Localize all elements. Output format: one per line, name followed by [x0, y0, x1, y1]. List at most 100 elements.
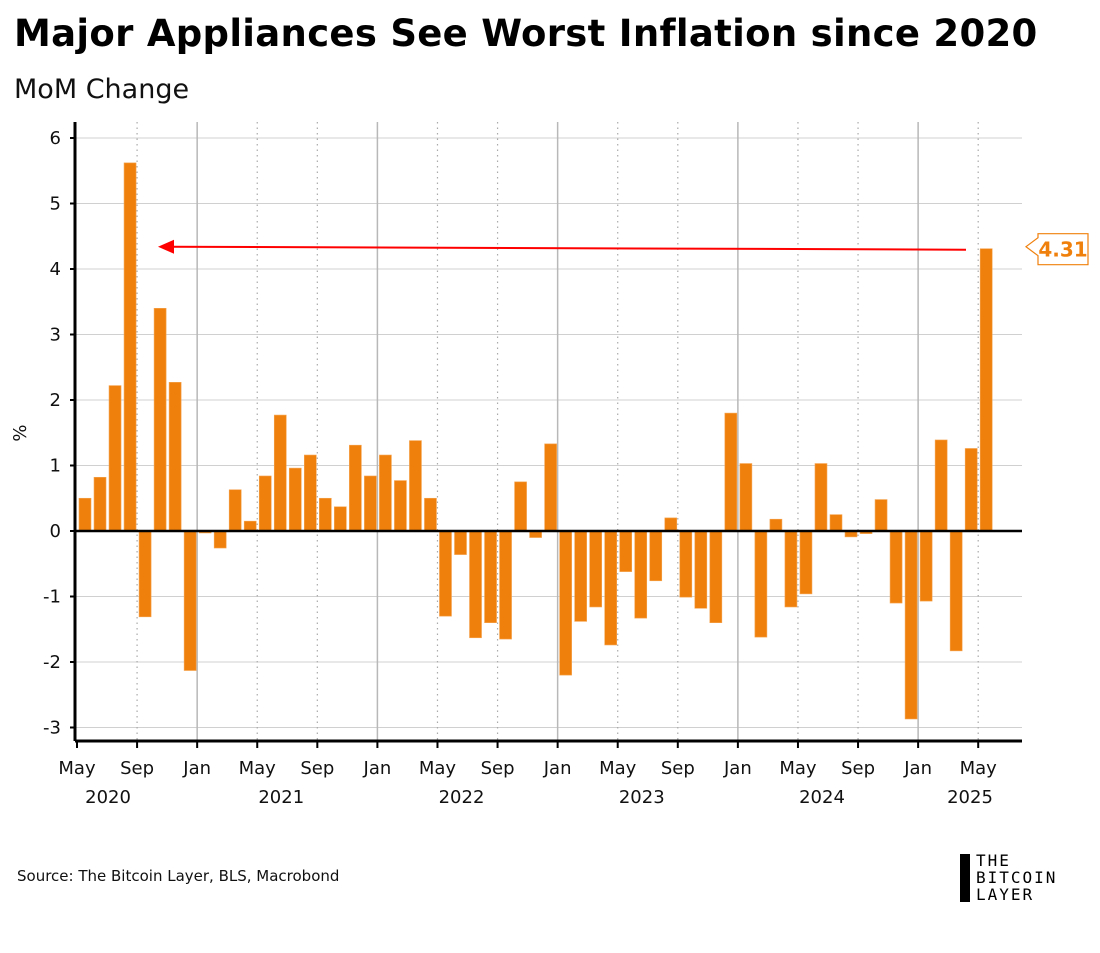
bar: [153, 307, 167, 532]
y-axis-label: %: [10, 424, 31, 441]
bar: [319, 497, 332, 532]
bar: [228, 489, 242, 532]
value-callout-box: [1025, 233, 1089, 266]
bar: [874, 499, 888, 532]
bar: [574, 530, 587, 622]
bar: [724, 412, 738, 532]
bar: [108, 385, 122, 532]
bar: [634, 530, 648, 619]
bar: [544, 443, 557, 532]
x-tick-label: May: [419, 758, 457, 779]
y-tick-label: -2: [43, 652, 61, 673]
bar: [934, 439, 948, 532]
x-tick-label: Jan: [903, 758, 932, 779]
arrow-head-icon: [158, 239, 174, 254]
y-tick-label: 4: [50, 259, 61, 280]
bar: [649, 530, 663, 582]
y-tick-label: 1: [50, 456, 61, 477]
y-tick-label: -3: [43, 718, 61, 739]
x-year-label: 2024: [799, 787, 845, 808]
logo-bar-icon: [960, 854, 970, 902]
bar: [589, 530, 602, 608]
y-tick-label: -1: [43, 587, 61, 608]
bar: [409, 440, 422, 532]
bar: [829, 514, 843, 532]
bar: [213, 530, 227, 549]
bar: [334, 506, 347, 532]
x-tick-label: Sep: [120, 758, 154, 779]
bar: [889, 530, 903, 604]
bar: [979, 248, 993, 532]
bar: [964, 448, 978, 532]
bar: [784, 530, 798, 608]
source-note: Source: The Bitcoin Layer, BLS, Macrobon…: [17, 867, 340, 885]
bar: [138, 530, 152, 618]
logo-line: LAYER: [976, 885, 1035, 904]
bar: [514, 481, 527, 532]
bar: [123, 162, 137, 532]
bar: [394, 480, 407, 532]
x-tick-label: May: [960, 758, 998, 779]
bar: [679, 530, 693, 598]
y-tick-label: 2: [50, 390, 61, 411]
x-tick-label: Sep: [481, 758, 515, 779]
bar: [799, 530, 813, 595]
value-callout-label: 4.31: [1038, 238, 1087, 262]
x-tick-label: Jan: [723, 758, 752, 779]
bar: [273, 414, 287, 532]
logo-text: THE BITCOIN LAYER: [976, 852, 1057, 903]
x-tick-label: Jan: [543, 758, 572, 779]
bar: [904, 530, 918, 720]
x-tick-label: Jan: [182, 758, 211, 779]
bar: [739, 463, 753, 532]
bar: [454, 530, 467, 555]
x-tick-label: Jan: [363, 758, 392, 779]
y-tick-label: 5: [50, 194, 61, 215]
bar: [439, 530, 452, 617]
x-tick-label: Sep: [841, 758, 875, 779]
bar: [93, 476, 107, 532]
bar: [619, 530, 633, 572]
bar: [949, 530, 963, 652]
y-tick-label: 3: [50, 325, 61, 346]
bar: [664, 517, 678, 532]
bitcoin-layer-logo: THE BITCOIN LAYER: [960, 852, 1090, 904]
x-year-label: 2025: [947, 787, 993, 808]
bar: [424, 497, 437, 532]
bar: [349, 444, 362, 532]
bar: [604, 530, 618, 646]
y-tick-label: 0: [50, 521, 61, 542]
bar: [484, 530, 497, 623]
x-year-label: 2022: [439, 787, 485, 808]
x-year-label: 2023: [619, 787, 665, 808]
y-tick-label: 6: [50, 128, 61, 149]
bar: [814, 463, 828, 532]
bar: [559, 530, 572, 676]
x-tick-label: Sep: [661, 758, 695, 779]
x-tick-label: May: [58, 758, 96, 779]
x-tick-label: Sep: [300, 758, 334, 779]
bar: [769, 518, 783, 532]
bar: [709, 530, 723, 623]
x-year-label: 2020: [85, 787, 131, 808]
chart-subtitle: MoM Change: [14, 74, 190, 105]
bar: [919, 530, 933, 602]
bar: [168, 382, 182, 532]
bar: [258, 475, 272, 532]
bar: [499, 530, 512, 640]
logo-line: THE: [976, 851, 1011, 870]
bar: [243, 520, 257, 532]
chart-title: Major Appliances See Worst Inflation sin…: [14, 12, 1038, 55]
annotation-arrow-line: [169, 245, 967, 251]
bar: [303, 454, 317, 532]
x-tick-label: May: [779, 758, 817, 779]
bar: [288, 467, 302, 532]
bar: [469, 530, 482, 639]
bar: [78, 497, 92, 532]
logo-line: BITCOIN: [976, 868, 1058, 887]
x-tick-label: May: [239, 758, 277, 779]
x-year-label: 2021: [258, 787, 304, 808]
x-tick-label: May: [599, 758, 637, 779]
